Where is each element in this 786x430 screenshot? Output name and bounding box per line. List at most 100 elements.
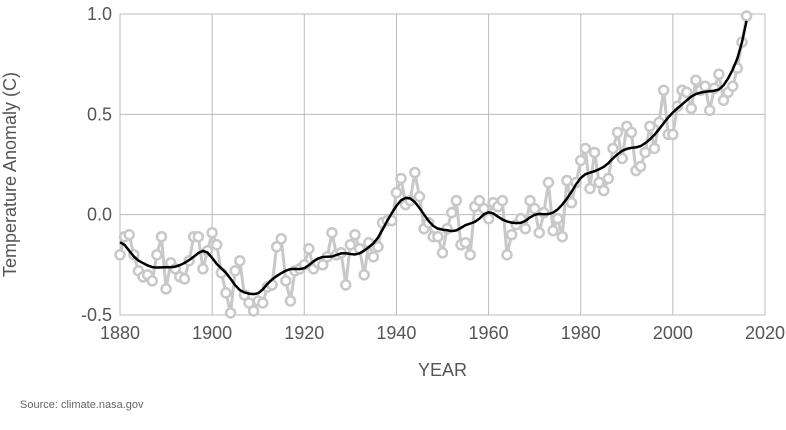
annual-point	[598, 184, 610, 197]
annual-point	[574, 154, 587, 167]
x-tick-label: 1920	[284, 323, 324, 343]
annual-point	[703, 104, 716, 117]
annual-point	[607, 142, 619, 155]
x-tick-label: 1940	[376, 323, 416, 343]
annual-point	[561, 174, 573, 187]
annual-point	[699, 80, 711, 92]
annual-point	[501, 249, 513, 261]
y-axis-label: Temperature Anomaly (C)	[0, 72, 20, 277]
annual-point	[713, 68, 725, 80]
annual-point	[211, 239, 223, 251]
annual-point	[114, 249, 126, 261]
annual-point	[280, 275, 292, 287]
annual-point	[648, 142, 661, 155]
annual-point	[151, 249, 163, 261]
annual-point	[588, 146, 601, 159]
annual-point	[234, 255, 246, 267]
annual-point	[316, 259, 329, 271]
annual-point	[450, 194, 463, 207]
annual-line	[118, 15, 749, 315]
annual-point	[229, 265, 241, 277]
x-tick-label: 1900	[192, 323, 232, 343]
annual-point	[505, 228, 518, 241]
annual-point	[602, 172, 615, 185]
x-tick-label: 2020	[745, 323, 785, 343]
annual-point	[671, 100, 684, 113]
annual-point	[538, 206, 550, 219]
annual-point	[496, 194, 509, 207]
annual-point	[542, 176, 555, 189]
x-tick-label: 2000	[653, 323, 693, 343]
annual-point	[326, 226, 338, 239]
annual-point	[556, 230, 569, 243]
annual-point	[584, 182, 596, 195]
annual-point	[123, 228, 135, 241]
annual-point	[146, 275, 158, 287]
annual-point	[551, 212, 564, 225]
annual-point	[459, 237, 472, 249]
annual-point	[685, 102, 698, 115]
annual-point	[372, 241, 384, 253]
annual-point	[284, 295, 297, 307]
annual-point	[727, 80, 739, 92]
annual-point	[390, 186, 403, 199]
source-note: Source: climate.nasa.gov	[20, 399, 144, 411]
smoothed-line	[119, 20, 748, 296]
annual-point	[160, 283, 172, 295]
annual-point	[740, 10, 753, 22]
annual-point	[680, 86, 693, 99]
annual-point	[644, 120, 656, 133]
annual-point	[224, 307, 237, 319]
annual-point	[197, 263, 209, 275]
annual-point	[358, 269, 370, 281]
annual-point	[155, 230, 168, 243]
annual-point	[657, 84, 670, 97]
annual-point	[257, 297, 269, 309]
annual-point	[206, 226, 218, 239]
annual-point	[275, 232, 287, 245]
annual-point	[344, 239, 357, 251]
annual-point	[436, 247, 449, 259]
annual-point	[519, 222, 532, 235]
x-axis-label: YEAR	[418, 360, 467, 380]
annual-point	[220, 287, 232, 299]
annual-point	[528, 202, 541, 215]
annual-point	[395, 172, 407, 185]
annual-point	[717, 94, 730, 107]
annual-point	[178, 273, 191, 285]
annual-point	[367, 251, 380, 263]
annual-point	[634, 160, 647, 173]
annual-point	[565, 196, 578, 209]
annual-point	[340, 279, 352, 291]
x-tick-label: 1960	[469, 323, 509, 343]
annual-point	[409, 166, 421, 179]
annual-point	[445, 206, 458, 219]
annual-point	[611, 126, 624, 139]
annual-point	[473, 194, 486, 207]
annual-point	[616, 152, 628, 165]
x-tick-label: 1980	[561, 323, 601, 343]
annual-point	[639, 146, 651, 159]
annual-point	[667, 128, 679, 141]
annual-point	[247, 305, 260, 317]
annual-point	[593, 176, 605, 189]
annual-point	[349, 228, 361, 241]
annual-point	[270, 241, 283, 253]
annual-point	[533, 226, 545, 239]
annual-point	[579, 142, 592, 155]
y-tick-label: 0.0	[87, 205, 112, 225]
annual-point	[303, 243, 315, 255]
y-tick-label: -0.5	[81, 305, 112, 325]
y-tick-label: 1.0	[87, 4, 112, 24]
x-tick-label: 1880	[100, 323, 140, 343]
annual-point	[413, 190, 426, 203]
annual-point	[432, 230, 444, 243]
annual-point	[464, 249, 476, 261]
annual-point	[547, 224, 559, 237]
annual-point	[482, 212, 495, 225]
annual-point	[690, 74, 702, 86]
annual-point	[625, 126, 638, 139]
annual-point	[524, 194, 536, 207]
plot-frame	[119, 13, 766, 316]
